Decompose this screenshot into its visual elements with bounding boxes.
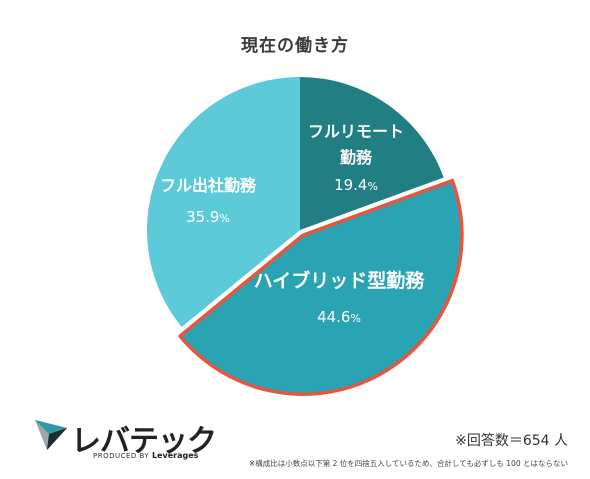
brand-tagline: PRODUCED BY Leverages	[93, 451, 198, 460]
slice-value-2: 35.9%	[186, 208, 230, 226]
slice-label-0-line-0: フルリモート	[308, 122, 404, 141]
footnote: ※構成比は小数点以下第 2 位を四捨五入しているため、合計しても必ずしも 100…	[248, 459, 568, 468]
slice-value-1: 44.6%	[317, 308, 361, 326]
slice-label-0-line-1: 勤務	[340, 148, 373, 167]
slice-label-2-line-0: フル出社勤務	[160, 176, 257, 195]
pie-slice-0	[300, 77, 444, 230]
slice-label-1-line-0: ハイブリッド型勤務	[254, 269, 426, 292]
slice-value-0: 19.4%	[334, 176, 378, 194]
levtech-logo-icon	[35, 420, 67, 450]
brand-logo: レバテック PRODUCED BY Leverages	[33, 418, 233, 468]
chart-title: 現在の働き方	[241, 36, 349, 56]
pie-slice-2	[147, 77, 300, 328]
pie-slice-1	[178, 178, 464, 396]
respondent-count: ※回答数＝654 人	[455, 433, 568, 449]
brand-tagline-company: Leverages	[151, 451, 199, 460]
brand-name: レバテック	[71, 424, 217, 459]
brand-tagline-prefix: PRODUCED BY	[93, 452, 150, 460]
